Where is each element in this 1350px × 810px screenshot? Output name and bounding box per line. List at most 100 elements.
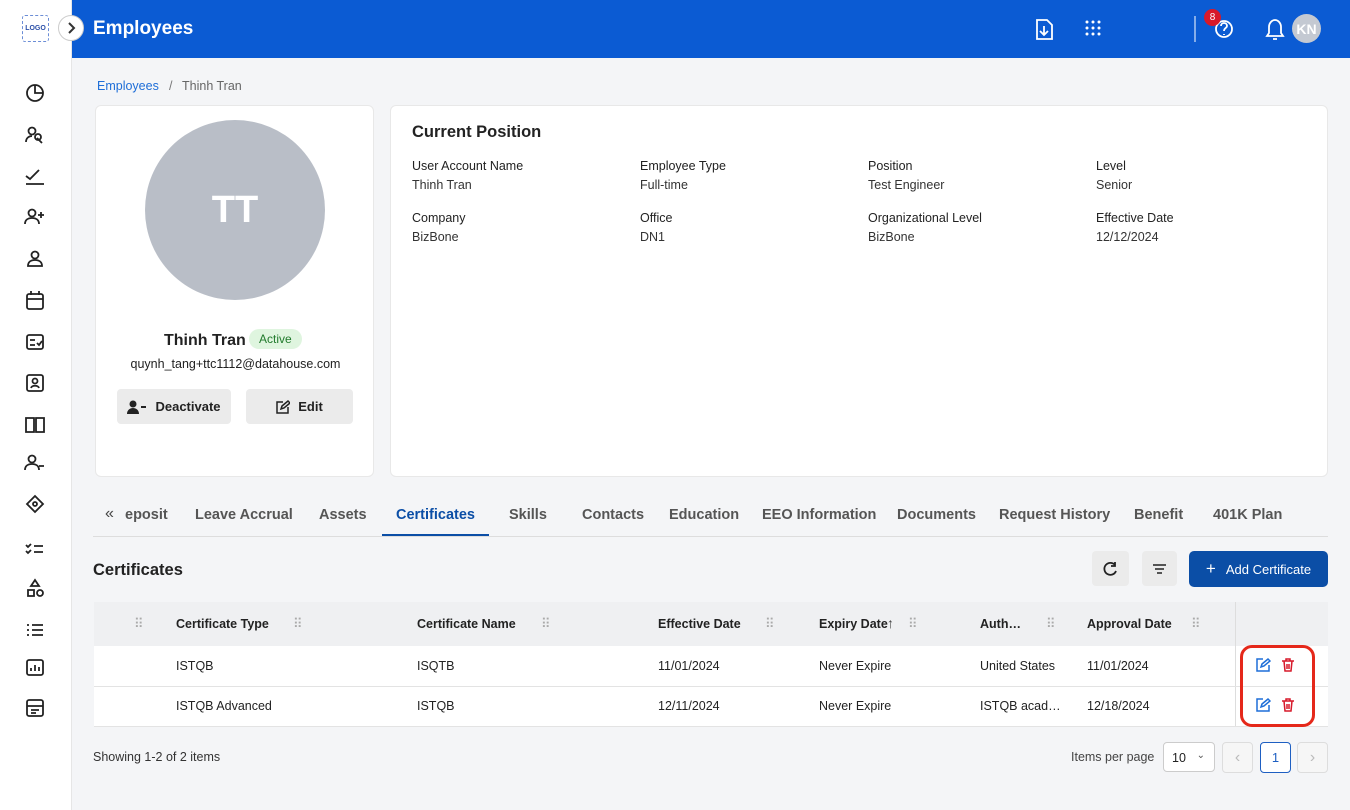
delete-icon	[1282, 658, 1294, 672]
profile-email: quynh_tang+ttc1112@datahouse.com	[130, 357, 341, 371]
refresh-icon	[1103, 561, 1117, 576]
sort-indicator: ↑	[887, 615, 894, 631]
current-page[interactable]: 1	[1260, 742, 1291, 773]
user-minus-icon	[127, 400, 147, 414]
drag-handle: ⠿	[134, 616, 143, 631]
table-cell: 12/11/2024	[658, 699, 720, 713]
drag-handle: ⠿	[1191, 616, 1200, 631]
column-header[interactable]: Approval Date	[1087, 617, 1172, 631]
tab[interactable]: Education	[669, 507, 740, 523]
active-tab-indicator	[382, 534, 489, 536]
row-divider	[94, 686, 1328, 687]
table-cell: 11/01/2024	[658, 659, 720, 673]
edit-button[interactable]: Edit	[246, 389, 353, 424]
column-header[interactable]: Effective Date	[658, 617, 741, 631]
edit-icon	[1256, 697, 1272, 712]
tab[interactable]: Certificates	[396, 507, 475, 523]
deactivate-button[interactable]: Deactivate	[117, 389, 231, 424]
tab[interactable]: Documents	[897, 507, 976, 523]
table-cell: ISTQB Advanced	[176, 699, 272, 713]
breadcrumb-separator: /	[169, 79, 173, 93]
tab[interactable]: Skills	[509, 507, 547, 523]
certificates-table: ⠿ ⠿ ⠿ ⠿ ⠿ ⠿ ⠿ Certificate Type Certificate Name E…	[94, 602, 1328, 727]
toolbar-icons[interactable]	[1027, 0, 1317, 58]
edit-icon	[276, 399, 291, 414]
table-cell: Never Expire	[819, 699, 892, 713]
page-title: Employees	[93, 18, 194, 39]
table-cell: ISQTB	[417, 659, 455, 673]
position-card: Current Position User Account Name Thinh …	[390, 105, 1328, 477]
edit-action[interactable]	[1255, 657, 1272, 673]
field-value: Test Engineer	[868, 178, 945, 192]
filter-button[interactable]	[1142, 551, 1177, 586]
per-page-value: 10	[1172, 751, 1186, 765]
next-page[interactable]: ›	[1297, 742, 1328, 773]
field-value: Full-time	[640, 178, 688, 192]
edit-icon	[1256, 657, 1272, 672]
breadcrumb-link[interactable]: Employees	[97, 79, 159, 93]
dropdown-caret: ⌄	[1196, 750, 1205, 761]
button-label: Deactivate	[155, 399, 221, 414]
table-cell: ISTQB	[417, 699, 455, 713]
field-label: User Account Name	[412, 159, 524, 173]
field-label: Position	[868, 159, 913, 173]
drag-handle: ⠿	[541, 616, 550, 631]
sidebar-icons[interactable]	[23, 80, 47, 730]
tab[interactable]: Contacts	[582, 507, 645, 523]
prev-page[interactable]: ‹	[1222, 742, 1253, 773]
field-label: Organizational Level	[868, 211, 982, 225]
field-value: DN1	[640, 230, 666, 244]
tab[interactable]: Request History	[999, 507, 1111, 523]
profile-name: Thinh Tran	[164, 332, 246, 349]
sidebar-toggle[interactable]	[58, 15, 84, 41]
tab[interactable]: Assets	[319, 507, 367, 523]
drag-handle: ⠿	[908, 616, 917, 631]
edit-action[interactable]	[1255, 697, 1272, 713]
button-label: Add Certificate	[1225, 561, 1312, 577]
logo[interactable]: LOGO	[22, 15, 49, 42]
chevron-icon	[68, 22, 76, 34]
column-divider	[1235, 602, 1236, 727]
notification-badge: 8	[1204, 9, 1221, 26]
field-label: Office	[640, 211, 673, 225]
plus-icon: +	[1205, 559, 1216, 578]
column-header[interactable]: Auth…	[980, 617, 1021, 631]
filter-icon	[1153, 564, 1166, 574]
field-value: Thinh Tran	[412, 178, 472, 192]
table-cell: ISTQB acad…	[980, 699, 1061, 713]
table-cell: 11/01/2024	[1087, 659, 1149, 673]
items-summary: Showing 1-2 of 2 items	[93, 750, 221, 764]
column-header[interactable]: Expiry Date	[819, 617, 888, 631]
add-certificate-button[interactable]: + Add Certificate	[1189, 551, 1328, 587]
row-divider	[94, 726, 1328, 727]
per-page-select[interactable]: 10 ⌄	[1163, 742, 1215, 772]
column-header[interactable]: Certificate Name	[417, 617, 516, 631]
column-header[interactable]: Certificate Type	[176, 617, 269, 631]
field-value: BizBone	[868, 230, 915, 244]
field-value: 12/12/2024	[1096, 230, 1159, 244]
tab[interactable]: eposit	[125, 507, 168, 523]
breadcrumb-current: Thinh Tran	[182, 79, 242, 93]
tab[interactable]: 401K Plan	[1213, 507, 1283, 523]
tab[interactable]: EEO Information	[762, 507, 877, 523]
delete-action[interactable]	[1280, 657, 1296, 673]
table-cell: ISTQB	[176, 659, 214, 673]
table-cell: United States	[980, 659, 1056, 673]
user-avatar[interactable]: KN	[1292, 14, 1321, 43]
delete-action[interactable]	[1280, 697, 1296, 713]
per-page-label: Items per page	[1071, 750, 1155, 764]
table-cell: Never Expire	[819, 659, 892, 673]
tab[interactable]: Leave Accrual	[195, 507, 293, 523]
tab-scroll-left[interactable]: «	[105, 505, 114, 522]
drag-handle: ⠿	[765, 616, 774, 631]
field-label: Effective Date	[1096, 211, 1174, 225]
field-value: BizBone	[412, 230, 459, 244]
top-bar: Employees 8 KN	[72, 0, 1350, 58]
refresh-button[interactable]	[1092, 551, 1129, 586]
tab[interactable]: Benefit	[1134, 507, 1184, 523]
highlight-box	[1240, 645, 1315, 727]
field-label: Company	[412, 211, 466, 225]
drag-handle: ⠿	[293, 616, 302, 631]
section-title: Certificates	[93, 561, 183, 579]
